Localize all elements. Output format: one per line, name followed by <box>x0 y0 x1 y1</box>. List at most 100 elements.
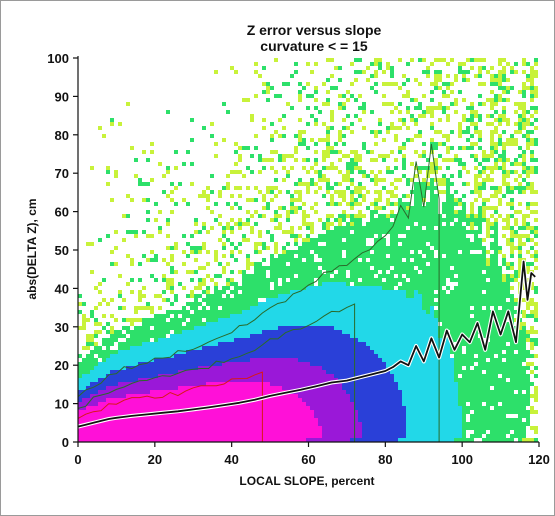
density-cell <box>286 218 290 222</box>
density-cell <box>250 298 254 302</box>
density-cell <box>370 178 374 182</box>
density-cell <box>130 410 134 414</box>
density-cell <box>82 402 86 406</box>
density-cell <box>426 426 430 430</box>
density-cell <box>262 206 266 210</box>
density-cell <box>126 282 130 286</box>
density-cell <box>294 242 298 246</box>
density-cell <box>394 422 398 426</box>
density-cell <box>386 82 390 86</box>
density-cell <box>186 310 190 314</box>
density-cell <box>430 222 434 226</box>
density-cell <box>214 402 218 406</box>
density-cell <box>346 382 350 386</box>
density-cell <box>158 294 162 298</box>
density-cell <box>262 266 266 270</box>
density-cell <box>258 426 262 430</box>
density-cell <box>250 286 254 290</box>
density-cell <box>286 438 290 442</box>
density-cell <box>154 278 158 282</box>
density-cell <box>370 422 374 426</box>
density-cell <box>122 378 126 382</box>
density-cell <box>386 170 390 174</box>
density-cell <box>238 438 242 442</box>
density-cell <box>218 190 222 194</box>
density-cell <box>210 402 214 406</box>
density-cell <box>422 398 426 402</box>
density-cell <box>242 378 246 382</box>
density-cell <box>262 278 266 282</box>
density-cell <box>346 394 350 398</box>
density-cell <box>178 422 182 426</box>
density-cell <box>266 358 270 362</box>
density-cell <box>322 250 326 254</box>
density-cell <box>410 266 414 270</box>
density-cell <box>386 402 390 406</box>
density-cell <box>238 206 242 210</box>
density-cell <box>358 94 362 98</box>
density-cell <box>174 406 178 410</box>
density-cell <box>134 306 138 310</box>
density-cell <box>350 374 354 378</box>
density-cell <box>418 238 422 242</box>
density-cell <box>342 194 346 198</box>
density-cell <box>418 202 422 206</box>
density-cell <box>446 150 450 154</box>
density-cell <box>270 122 274 126</box>
density-cell <box>230 350 234 354</box>
density-cell <box>402 334 406 338</box>
density-cell <box>322 306 326 310</box>
density-cell <box>246 98 250 102</box>
density-cell <box>394 338 398 342</box>
density-cell <box>310 378 314 382</box>
density-cell <box>406 338 410 342</box>
density-cell <box>214 338 218 342</box>
density-cell <box>198 282 202 286</box>
density-cell <box>102 278 106 282</box>
density-cell <box>378 250 382 254</box>
density-cell <box>386 198 390 202</box>
density-cell <box>286 414 290 418</box>
density-cell <box>274 218 278 222</box>
density-cell <box>390 410 394 414</box>
density-cell <box>218 398 222 402</box>
density-cell <box>154 398 158 402</box>
density-cell <box>438 86 442 90</box>
density-cell <box>294 266 298 270</box>
density-cell <box>334 314 338 318</box>
density-cell <box>398 262 402 266</box>
density-cell <box>426 430 430 434</box>
density-cell <box>194 250 198 254</box>
density-cell <box>326 138 330 142</box>
density-cell <box>222 354 226 358</box>
density-cell <box>318 370 322 374</box>
density-cell <box>338 310 342 314</box>
density-cell <box>294 306 298 310</box>
density-cell <box>414 78 418 82</box>
density-cell <box>278 118 282 122</box>
density-cell <box>122 426 126 430</box>
density-cell <box>190 394 194 398</box>
density-cell <box>430 90 434 94</box>
density-cell <box>298 410 302 414</box>
density-cell <box>358 434 362 438</box>
density-cell <box>142 430 146 434</box>
density-cell <box>298 422 302 426</box>
density-cell <box>414 406 418 410</box>
density-cell <box>354 238 358 242</box>
density-cell <box>394 270 398 274</box>
density-cell <box>222 138 226 142</box>
density-cell <box>278 314 282 318</box>
density-cell <box>294 286 298 290</box>
density-cell <box>234 334 238 338</box>
density-cell <box>78 354 82 358</box>
density-cell <box>174 398 178 402</box>
density-cell <box>382 306 386 310</box>
density-cell <box>382 206 386 210</box>
density-cell <box>166 362 170 366</box>
density-cell <box>362 226 366 230</box>
density-cell <box>442 190 446 194</box>
density-cell <box>122 346 126 350</box>
density-cell <box>250 438 254 442</box>
density-cell <box>342 230 346 234</box>
